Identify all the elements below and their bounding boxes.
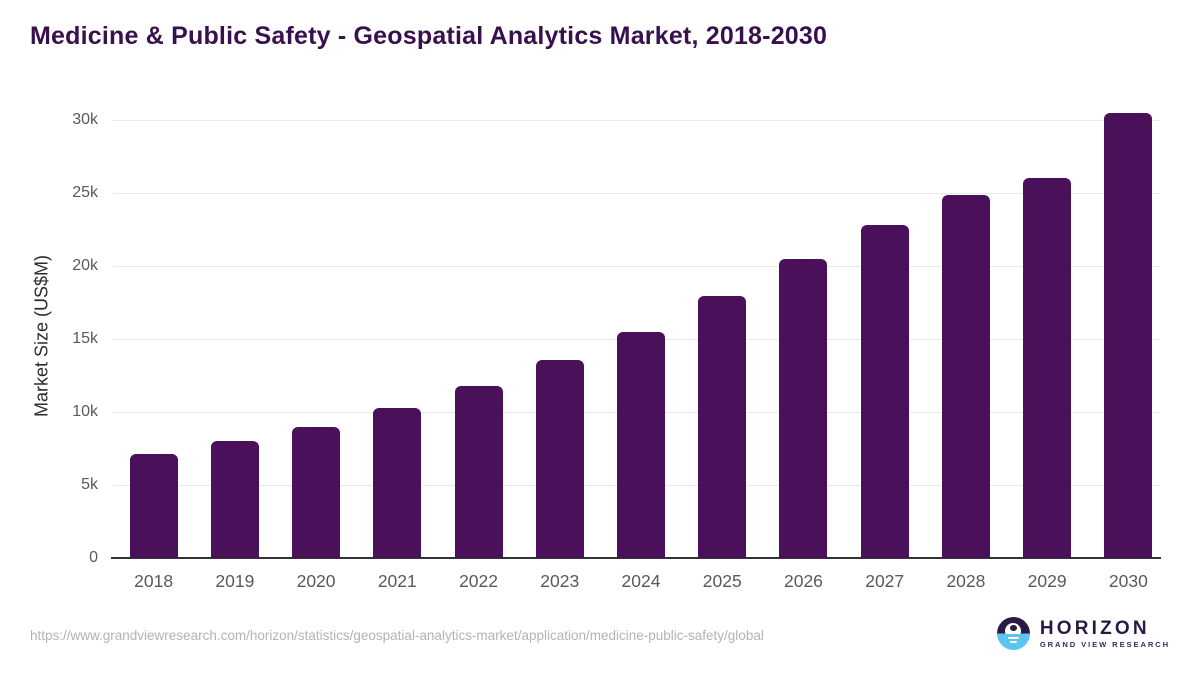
x-tick-label: 2022	[459, 571, 498, 591]
wave-icon	[1007, 636, 1019, 639]
x-tick-label: 2019	[215, 571, 255, 591]
horizon-logo: HORIZON GRAND VIEW RESEARCH	[996, 617, 1170, 650]
bar	[1104, 112, 1153, 558]
bar	[210, 441, 259, 558]
bar	[860, 225, 909, 558]
sun-hole-icon	[1009, 624, 1017, 631]
y-tick-label: 30k	[72, 111, 98, 128]
x-tick-label: 2029	[1027, 571, 1067, 591]
gridline	[113, 265, 1160, 267]
bar	[941, 195, 990, 558]
plot-area: 0 5k 10k 15k 20k 25k 30k 2018 2019 2020 2021 2022 20…	[72, 111, 1169, 591]
y-tick-label: 15k	[72, 330, 98, 347]
x-tick-label: 2030	[1108, 571, 1148, 591]
x-tick-label: 2023	[540, 571, 580, 591]
x-tick-label: 2028	[946, 571, 986, 591]
horizon-logo-text: HORIZON GRAND VIEW RESEARCH	[1040, 619, 1170, 649]
x-axis-line	[111, 557, 1161, 559]
logo-tagline: GRAND VIEW RESEARCH	[1039, 639, 1170, 649]
bar	[1023, 177, 1072, 558]
gridline	[113, 192, 1160, 194]
gridline	[113, 119, 1160, 121]
bar	[454, 385, 503, 558]
bar	[698, 295, 747, 558]
x-tick-label: 2020	[296, 571, 336, 591]
bar	[373, 408, 422, 558]
source-url: https://www.grandviewresearch.com/horizo…	[30, 628, 764, 643]
y-tick-label: 20k	[72, 257, 98, 274]
x-tick-label: 2018	[134, 571, 174, 591]
x-tick-label: 2025	[702, 571, 742, 591]
logo-brand-name: HORIZON	[1039, 617, 1150, 639]
y-tick-label: 5k	[81, 476, 98, 493]
y-tick-label: 0	[89, 549, 98, 566]
bar	[535, 360, 584, 558]
x-tick-label: 2026	[783, 571, 823, 591]
chart-title: Medicine & Public Safety - Geospatial An…	[30, 22, 828, 50]
bar	[617, 331, 665, 558]
bar	[129, 454, 178, 558]
bar	[779, 259, 828, 558]
wave-icon	[1009, 640, 1017, 643]
y-tick-label: 10k	[72, 403, 98, 420]
x-tick-label: 2027	[865, 571, 905, 591]
x-tick-label: 2021	[377, 571, 417, 591]
x-tick-label: 2024	[621, 571, 661, 591]
horizon-logo-icon	[996, 617, 1030, 650]
bar	[292, 426, 341, 558]
y-tick-label: 25k	[72, 184, 98, 201]
